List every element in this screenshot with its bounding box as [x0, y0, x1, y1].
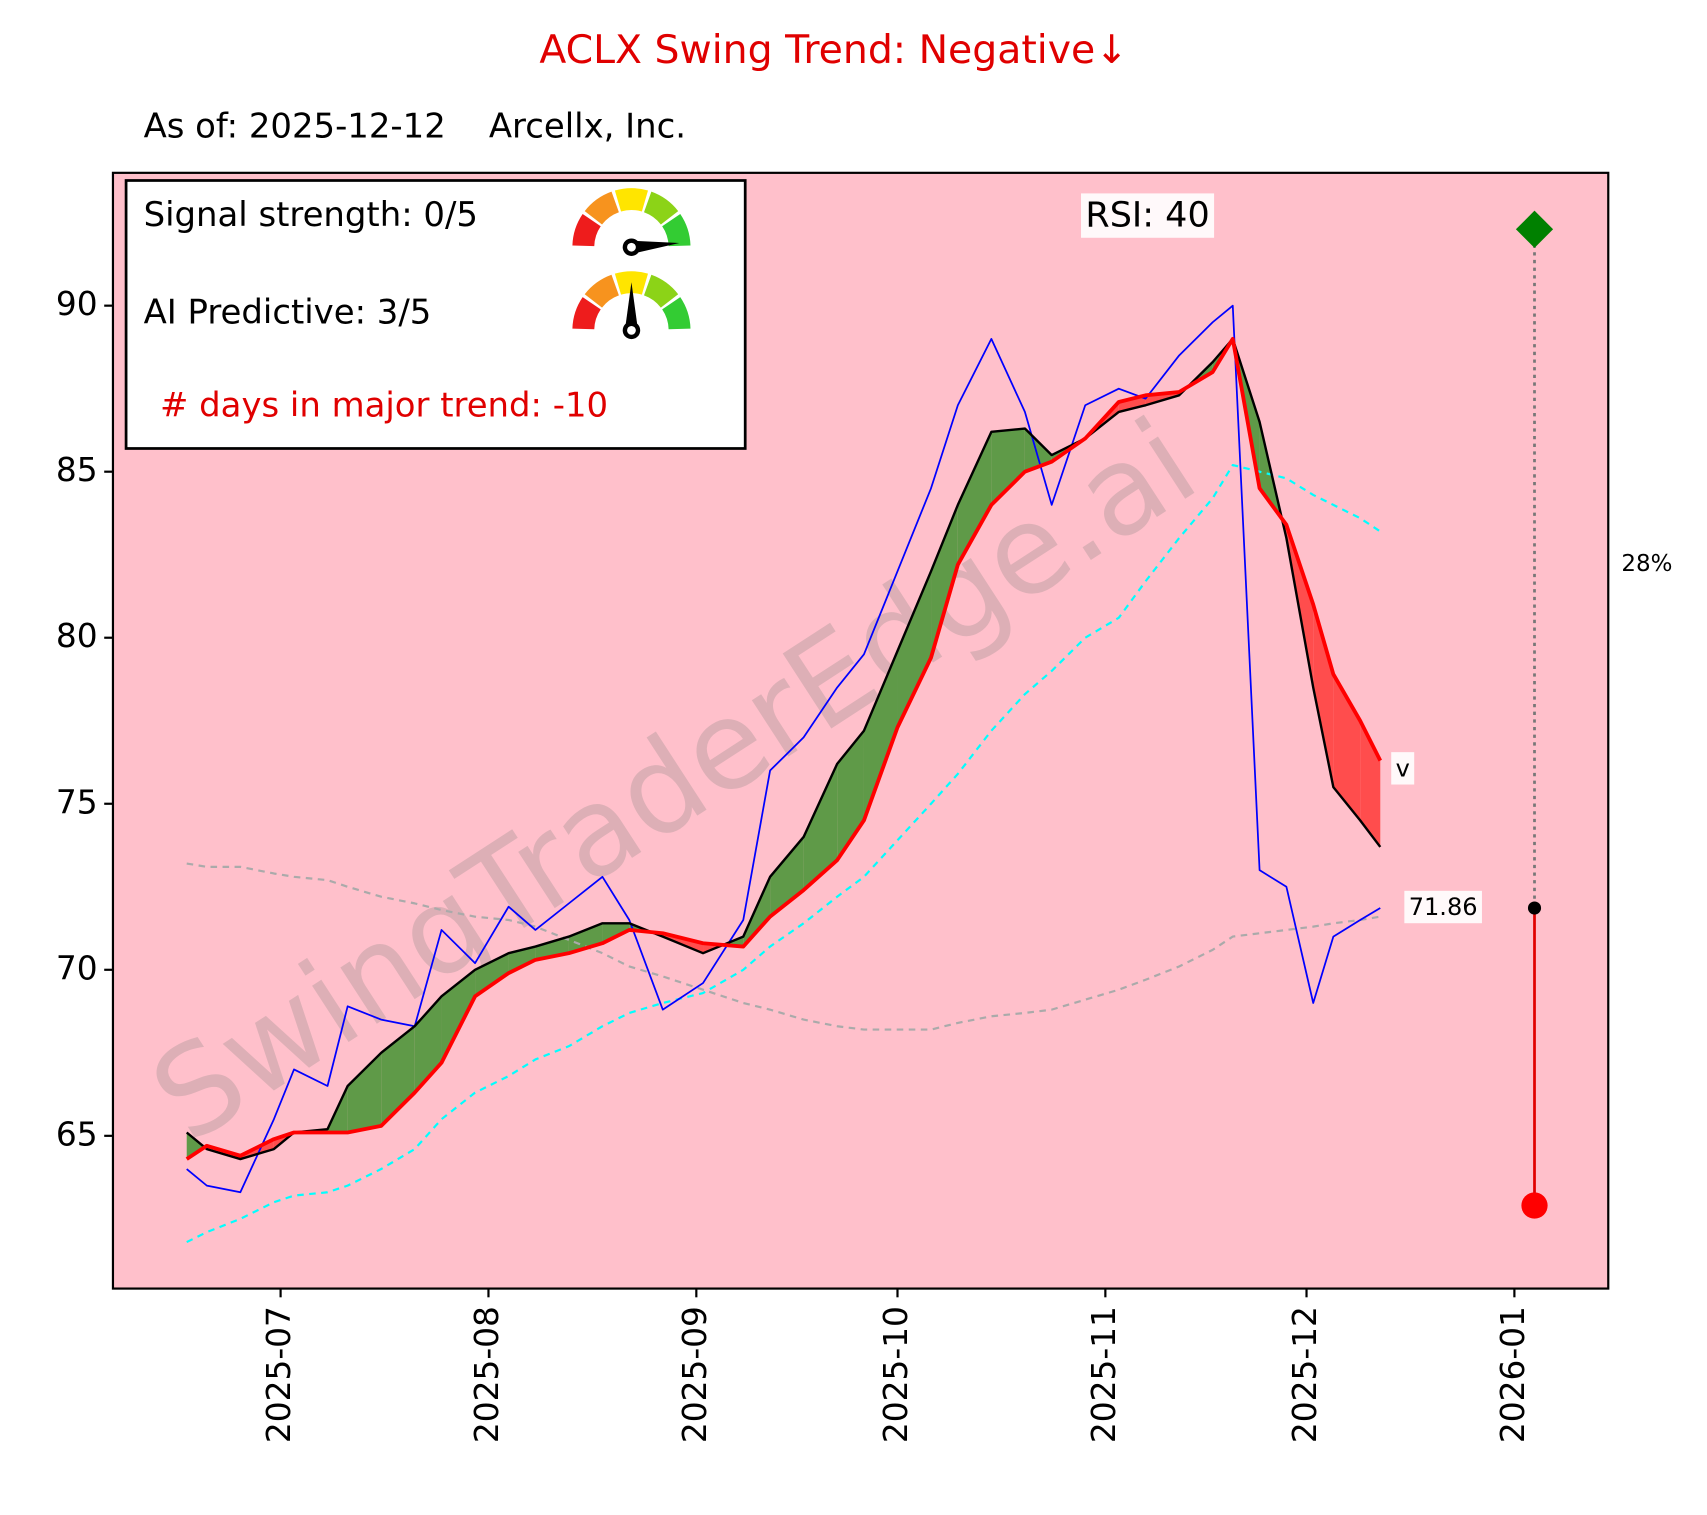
gauge-segment: [643, 274, 679, 308]
trend-fill: [931, 504, 958, 658]
x-tick-label: 2025-12: [1286, 1306, 1324, 1443]
signal-strength: Signal strength: 0/5: [144, 195, 478, 234]
target-high: [1515, 210, 1554, 248]
rsi-label: RSI: 40: [1085, 196, 1209, 236]
end-label: v: [1396, 754, 1410, 782]
series-line: [186, 304, 1381, 1194]
trend-fill: [508, 946, 536, 974]
gauge-segment: [572, 297, 601, 330]
gauge-segment: [584, 274, 619, 308]
chart-title: ACLX Swing Trend: Negative↓: [539, 27, 1128, 73]
series-line: [186, 862, 1381, 1031]
gauge-needle: [630, 240, 680, 254]
series-line: [185, 337, 1382, 1161]
gauge-hub-inner: [627, 325, 636, 335]
trend-fill: [1118, 395, 1146, 412]
y-tick-label: 65: [56, 1115, 98, 1153]
ai-predictive: AI Predictive: 3/5: [144, 292, 432, 331]
trend-fill: [991, 428, 1025, 505]
rsi-label-bg: [1081, 193, 1215, 238]
end-label-bg: [1391, 752, 1415, 785]
x-tick-label: 2026-01: [1494, 1306, 1532, 1443]
gauge-hub-inner: [627, 242, 636, 252]
x-tick-label: 2025-09: [676, 1306, 714, 1443]
x-tick-label: 2025-08: [468, 1306, 506, 1443]
y-tick-label: 85: [56, 451, 98, 489]
y-tick-label: 75: [56, 783, 98, 821]
gauge-segment: [572, 213, 601, 247]
trend-fill: [186, 1132, 205, 1160]
gauge-segment: [662, 297, 691, 330]
trend-fill: [441, 969, 476, 1063]
x-tick-label: 2025-10: [877, 1306, 915, 1443]
y-tick-label: 80: [56, 617, 98, 655]
trend-fill: [863, 651, 898, 821]
trend-fill: [957, 431, 992, 565]
trend-fill: [475, 953, 509, 997]
y-tick-label: 70: [56, 949, 98, 987]
trend-fill: [347, 1052, 382, 1133]
gauge-needle: [624, 282, 639, 331]
info-box: Signal strength: 0/5 AI Predictive: 3/5 …: [124, 179, 747, 450]
info-frame: [124, 179, 747, 450]
gauge-segment: [584, 191, 619, 225]
series-line: [186, 463, 1381, 1244]
days-in-trend: # days in major trend: -10: [160, 385, 608, 424]
trend-fill: [1313, 604, 1334, 788]
gauge-segment: [643, 191, 679, 225]
upside-label: 28%: [1621, 551, 1672, 577]
x-tick-label: 2025-07: [260, 1306, 298, 1443]
last-price-label-bg: [1404, 890, 1482, 924]
chart-subtitle: As of: 2025-12-12 Arcellx, Inc.: [144, 106, 686, 145]
target-low: [1521, 1192, 1548, 1219]
trend-fill: [803, 763, 838, 891]
trend-fill: [897, 571, 932, 728]
y-tick-label: 90: [56, 285, 98, 323]
x-tick-label: 2025-11: [1085, 1306, 1123, 1443]
gauges: [572, 188, 691, 340]
last-price-label: 71.86: [1409, 893, 1478, 921]
series-line: [185, 336, 1382, 1161]
plot-frame: [111, 171, 1610, 1290]
trend-fill: [1024, 428, 1052, 472]
gauge-segment: [662, 213, 691, 247]
last-price-dot: [1527, 901, 1542, 915]
gauge-segment: [614, 188, 649, 212]
